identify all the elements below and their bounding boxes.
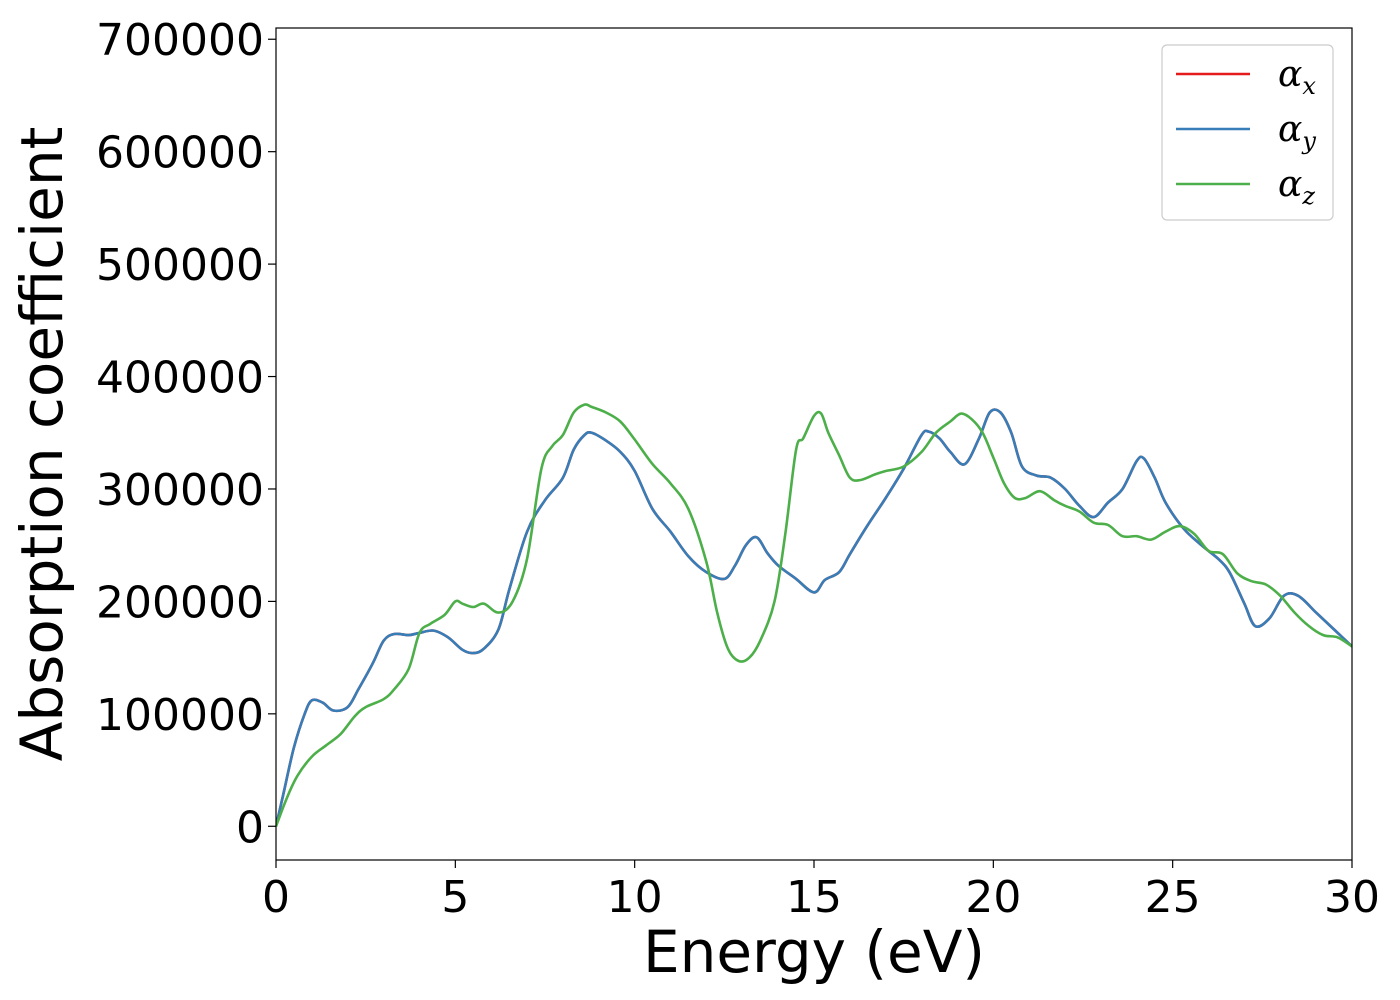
x-tick-label: 10 bbox=[607, 872, 663, 923]
legend-label-subscript: z bbox=[1301, 182, 1315, 210]
legend-label-alpha-z: αz bbox=[1278, 164, 1315, 210]
series-layer bbox=[276, 403, 1352, 827]
legend-label-alpha-y: αy bbox=[1278, 109, 1316, 155]
x-tick-label: 0 bbox=[262, 872, 290, 923]
y-tick-label: 200000 bbox=[96, 577, 264, 628]
x-tick-label: 20 bbox=[965, 872, 1021, 923]
tick-layer: 0 5 10 15 20 25 30 0 100000 200000 300000 400000 500… bbox=[96, 15, 1380, 923]
x-tick-label: 30 bbox=[1324, 872, 1380, 923]
legend-label-main: α bbox=[1278, 164, 1302, 205]
x-tick-label: 25 bbox=[1145, 872, 1201, 923]
y-tick-label: 700000 bbox=[96, 15, 264, 66]
y-tick-label: 300000 bbox=[96, 465, 264, 516]
x-axis-title: Energy (eV) bbox=[643, 918, 985, 986]
legend-label-main: α bbox=[1278, 54, 1302, 95]
y-tick-label: 0 bbox=[236, 802, 264, 853]
legend-label-subscript: y bbox=[1301, 127, 1316, 155]
y-axis-title: Absorption coefficient bbox=[8, 127, 76, 762]
legend-box bbox=[1161, 44, 1334, 221]
legend-label-main: α bbox=[1278, 109, 1302, 150]
x-tick-label: 15 bbox=[786, 872, 842, 923]
series-line-alpha-y bbox=[276, 408, 1352, 827]
legend-label-subscript: x bbox=[1302, 72, 1316, 100]
y-tick-label: 100000 bbox=[96, 690, 264, 741]
y-tick-label: 500000 bbox=[96, 240, 264, 291]
series-line-alpha-z bbox=[276, 403, 1352, 827]
x-tick-label: 5 bbox=[441, 872, 469, 923]
legend-label-alpha-x: αx bbox=[1278, 54, 1316, 100]
y-tick-label: 400000 bbox=[96, 353, 264, 404]
y-tick-label: 600000 bbox=[96, 128, 264, 179]
